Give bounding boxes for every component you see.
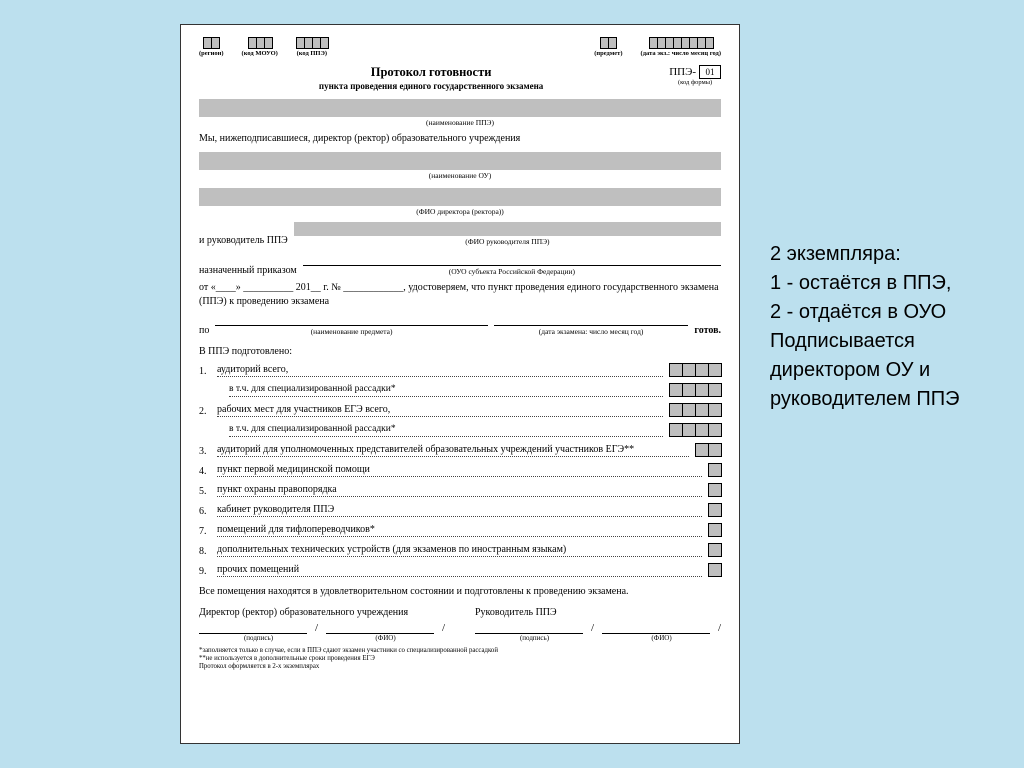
anno-line: Подписывается	[770, 327, 1010, 356]
sig-ruk: Руководитель ППЭ // (подпись)(ФИО)	[475, 607, 721, 642]
code-mouo: (код МОУО)	[242, 37, 278, 57]
sig-director: Директор (ректор) образовательного учреж…	[199, 607, 445, 642]
signatures: Директор (ректор) образовательного учреж…	[199, 607, 721, 642]
intro-text: Мы, нижеподписавшиеся, директор (ректор)…	[199, 133, 721, 144]
code-ppe: (код ППЭ)	[296, 37, 328, 57]
caption-subject: (наименование предмета)	[215, 327, 487, 336]
fill-ruk	[294, 222, 721, 236]
label: (код МОУО)	[242, 50, 278, 57]
form-code: ППЭ- 01 (код формы)	[669, 65, 721, 86]
title-main: Протокол готовности	[199, 65, 663, 80]
prepared-list: 1.аудиторий всего, в т.ч. для специализир…	[199, 363, 721, 577]
po-prefix: по	[199, 325, 209, 336]
po-tail: готов.	[694, 325, 721, 336]
footnote-1: *заполняется только в случае, если в ППЭ…	[199, 647, 721, 655]
title-sub: пункта проведения единого государственно…	[199, 81, 663, 91]
caption-ou: (наименование ОУ)	[199, 171, 721, 180]
caption-director: (ФИО директора (ректора))	[199, 207, 721, 216]
label: (дата экз.: число месяц год)	[641, 50, 721, 57]
sig-sub: (подпись)	[475, 634, 594, 642]
caption-ppe: (наименование ППЭ)	[199, 118, 721, 127]
form-number: 01	[699, 65, 721, 79]
code-region: (регион)	[199, 37, 224, 57]
prepared-item: 4.пункт первой медицинской помощи	[199, 463, 721, 477]
form-code-caption: (код формы)	[678, 79, 712, 86]
prepared-header: В ППЭ подготовлено:	[199, 346, 721, 357]
footnote-2: **не используется в дополнительные сроки…	[199, 655, 721, 663]
sig-sub: (ФИО)	[602, 634, 721, 642]
fill-director	[199, 188, 721, 206]
sig-left-title: Директор (ректор) образовательного учреж…	[199, 607, 445, 618]
header-codes: (регион) (код МОУО) (код ППЭ) (предмет) …	[199, 37, 721, 57]
label: (регион)	[199, 50, 224, 57]
anno-line: 2 экземпляра:	[770, 240, 1010, 269]
prepared-item: 7.помещений для тифлопереводчиков*	[199, 523, 721, 537]
prepared-item: 2.рабочих мест для участников ЕГЭ всего,	[199, 403, 721, 417]
label: (код ППЭ)	[297, 50, 328, 57]
anno-line: 2 - отдаётся в ОУО	[770, 298, 1010, 327]
ruk-label: и руководитель ППЭ	[199, 235, 288, 246]
anno-line: директором ОУ и	[770, 356, 1010, 385]
po-subject-line	[215, 314, 487, 326]
prikaz-label: назначенный приказом	[199, 265, 297, 276]
footnotes: *заполняется только в случае, если в ППЭ…	[199, 647, 721, 671]
po-date-line	[494, 314, 689, 326]
sig-right-title: Руководитель ППЭ	[475, 607, 721, 618]
prepared-item: 8.дополнительных технических устройств (…	[199, 543, 721, 557]
prikaz-row: назначенный приказом (ОУО субъекта Росси…	[199, 250, 721, 276]
prepared-item: 9.прочих помещений	[199, 563, 721, 577]
label: (предмет)	[594, 50, 622, 57]
title-row: Протокол готовности пункта проведения ед…	[199, 65, 721, 91]
prepared-item: 3.аудиторий для уполномоченных представи…	[199, 443, 721, 457]
prepared-item: 1.аудиторий всего,	[199, 363, 721, 377]
prikaz-line	[303, 254, 721, 266]
prepared-item: 5.пункт охраны правопорядка	[199, 483, 721, 497]
caption-ruk: (ФИО руководителя ППЭ)	[294, 237, 721, 246]
code-subject: (предмет)	[594, 37, 622, 57]
ruk-row: и руководитель ППЭ (ФИО руководителя ППЭ…	[199, 222, 721, 246]
fill-ou-name	[199, 152, 721, 170]
prepared-item: в т.ч. для специализированной рассадки*	[199, 423, 721, 437]
fill-ppe-name	[199, 99, 721, 117]
form-sheet: (регион) (код МОУО) (код ППЭ) (предмет) …	[180, 24, 740, 744]
closing-text: Все помещения находятся в удовлетворител…	[199, 585, 721, 599]
sig-sub: (ФИО)	[326, 634, 445, 642]
para-ot: от «____» __________ 201__ г. № ________…	[199, 281, 721, 308]
code-date: (дата экз.: число месяц год)	[641, 37, 721, 57]
form-prefix: ППЭ-	[669, 66, 696, 78]
prepared-item: в т.ч. для специализированной рассадки*	[199, 383, 721, 397]
caption-ouo: (ОУО субъекта Российской Федерации)	[303, 267, 721, 276]
footnote-3: Протокол оформляется в 2-х экземплярах	[199, 663, 721, 671]
anno-line: 1 - остаётся в ППЭ,	[770, 269, 1010, 298]
side-annotation: 2 экземпляра: 1 - остаётся в ППЭ, 2 - от…	[770, 240, 1010, 414]
sig-sub: (подпись)	[199, 634, 318, 642]
anno-line: руководителем ППЭ	[770, 385, 1010, 414]
prepared-item: 6.кабинет руководителя ППЭ	[199, 503, 721, 517]
po-row: по (наименование предмета) (дата экзамен…	[199, 310, 721, 336]
caption-date: (дата экзамена: число месяц год)	[494, 327, 689, 336]
